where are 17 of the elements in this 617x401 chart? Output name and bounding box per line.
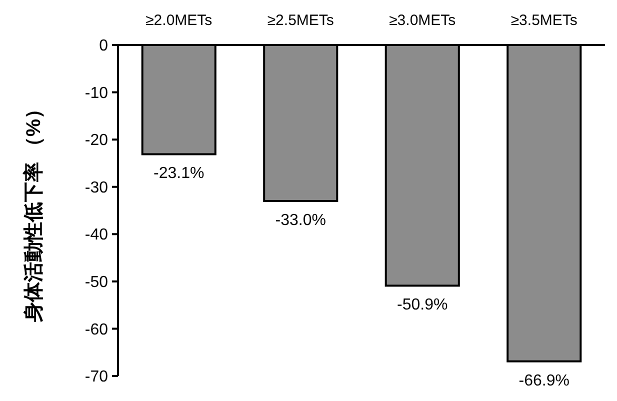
y-tick-label: -40 [84, 226, 108, 244]
y-tick-label: 0 [99, 38, 108, 55]
data-label: -33.0% [275, 212, 326, 230]
y-axis-title: 身体活動性低下率 （%） [22, 98, 45, 324]
data-label: -50.9% [397, 296, 448, 314]
x-tick-label: ≥2.5METs [267, 12, 334, 29]
x-tick-label: ≥2.0METs [146, 12, 212, 29]
data-label: -66.9% [518, 372, 570, 390]
y-tick-label: -10 [84, 84, 108, 102]
y-tick-label: -50 [84, 274, 108, 292]
y-tick-label: -70 [84, 368, 108, 386]
x-tick-label: ≥3.5METs [510, 12, 578, 29]
y-tick-label: -30 [84, 179, 108, 196]
data-label: -23.1% [154, 165, 204, 182]
y-tick-label: -20 [84, 132, 108, 150]
x-tick-label: ≥3.0METs [389, 12, 456, 29]
y-tick-label: -60 [84, 321, 108, 338]
